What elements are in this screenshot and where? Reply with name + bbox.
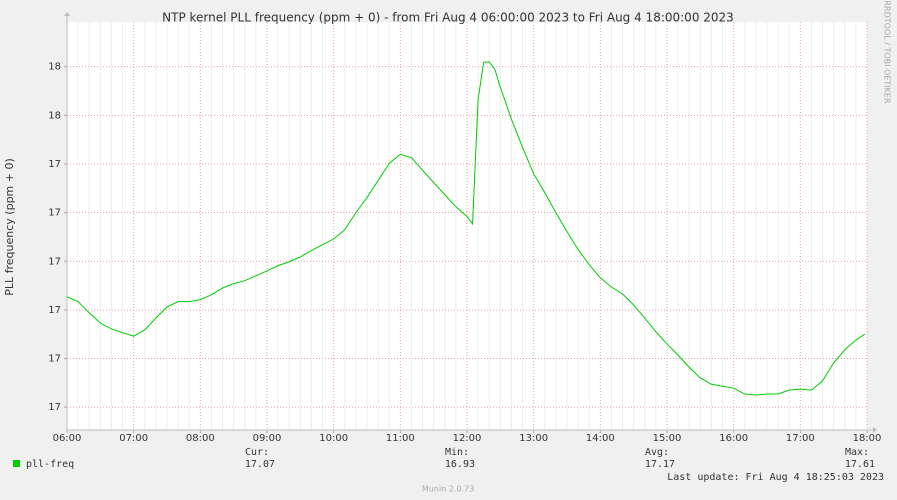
y-axis-arrow bbox=[64, 12, 70, 16]
x-tick-label: 08:00 bbox=[186, 433, 215, 444]
legend-label: pll-freq bbox=[26, 459, 74, 470]
x-tick-label: 14:00 bbox=[586, 433, 615, 444]
x-tick-label: 11:00 bbox=[386, 433, 415, 444]
x-tick-label: 17:00 bbox=[786, 433, 815, 444]
x-tick-label: 07:00 bbox=[119, 433, 148, 444]
y-tick-label: 17 bbox=[48, 159, 61, 170]
watermark: RRDTOOL / TOBI OETIKER bbox=[883, 0, 892, 103]
legend-swatch bbox=[13, 460, 20, 467]
y-tick-label: 17 bbox=[48, 305, 61, 316]
stat-value: 17.17 bbox=[645, 459, 675, 470]
footer: Munin 2.0.73 bbox=[422, 485, 474, 494]
x-tick-label: 10:00 bbox=[319, 433, 348, 444]
x-axis-arrow bbox=[873, 427, 877, 433]
y-tick-label: 17 bbox=[48, 402, 61, 413]
stat-label: Avg: bbox=[645, 447, 669, 458]
chart-title: NTP kernel PLL frequency (ppm + 0) - fro… bbox=[162, 11, 734, 25]
y-tick-label: 18 bbox=[48, 62, 61, 73]
stat-value: 16.93 bbox=[445, 459, 475, 470]
y-tick-label: 18 bbox=[48, 110, 61, 121]
x-tick-label: 15:00 bbox=[653, 433, 682, 444]
x-tick-label: 06:00 bbox=[53, 433, 82, 444]
y-axis-label: PLL frequency (ppm + 0) bbox=[3, 158, 16, 296]
x-tick-label: 12:00 bbox=[453, 433, 482, 444]
last-update: Last update: Fri Aug 4 18:25:03 2023 bbox=[667, 472, 884, 483]
x-tick-label: 13:00 bbox=[519, 433, 548, 444]
x-tick-label: 18:00 bbox=[853, 433, 882, 444]
stat-label: Min: bbox=[445, 447, 469, 458]
stat-label: Max: bbox=[845, 447, 869, 458]
stat-value: 17.07 bbox=[245, 459, 275, 470]
stat-value: 17.61 bbox=[845, 459, 875, 470]
y-tick-label: 17 bbox=[48, 208, 61, 219]
stat-label: Cur: bbox=[245, 447, 269, 458]
x-tick-label: 09:00 bbox=[253, 433, 282, 444]
y-tick-label: 17 bbox=[48, 256, 61, 267]
y-tick-label: 17 bbox=[48, 354, 61, 365]
series-line bbox=[66, 61, 866, 396]
x-tick-label: 16:00 bbox=[719, 433, 748, 444]
